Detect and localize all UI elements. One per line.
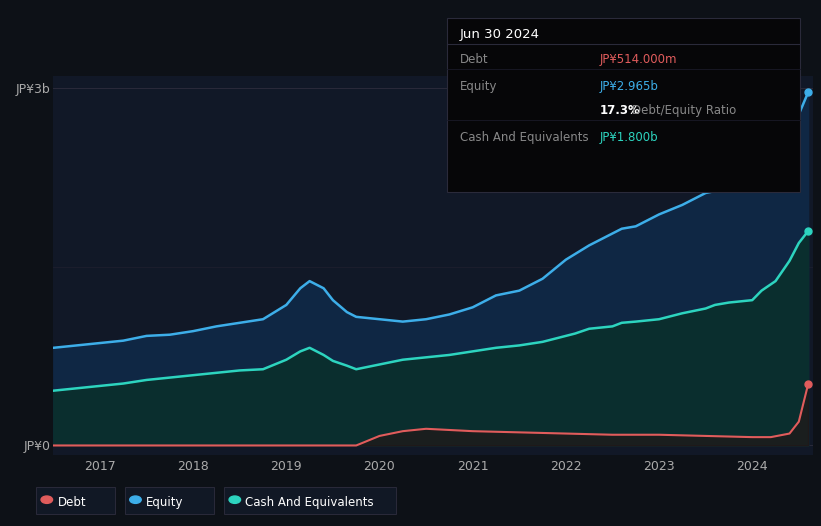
Text: Cash And Equivalents: Cash And Equivalents [245, 496, 374, 509]
Text: Cash And Equivalents: Cash And Equivalents [460, 131, 589, 144]
Text: Debt: Debt [57, 496, 86, 509]
Text: Jun 30 2024: Jun 30 2024 [460, 28, 539, 42]
Text: JP¥1.800b: JP¥1.800b [599, 131, 658, 144]
Text: Equity: Equity [146, 496, 184, 509]
Text: JP¥514.000m: JP¥514.000m [599, 53, 677, 66]
Text: Debt: Debt [460, 53, 488, 66]
Text: Debt/Equity Ratio: Debt/Equity Ratio [632, 104, 736, 117]
Text: JP¥2.965b: JP¥2.965b [599, 80, 658, 94]
Text: Equity: Equity [460, 80, 498, 94]
Text: 17.3%: 17.3% [599, 104, 640, 117]
